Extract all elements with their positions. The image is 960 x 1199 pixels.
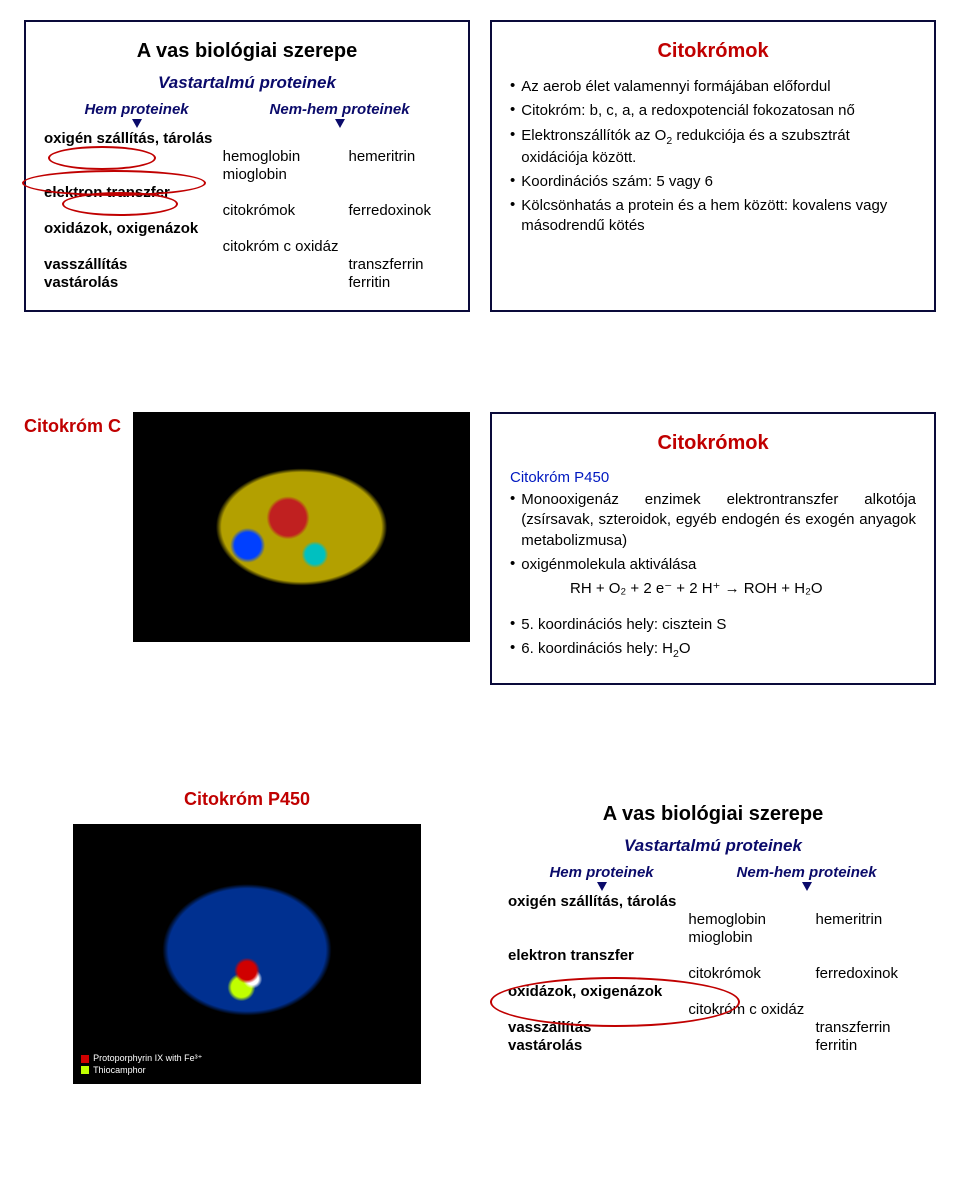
slide6-subtitle: Vastartalmú proteinek xyxy=(508,836,918,856)
ferritin: ferritin xyxy=(348,274,450,291)
protein-ribbon-icon xyxy=(167,435,437,619)
hemeritrin: hemeritrin xyxy=(815,911,918,928)
cat-elektron: elektron transzfer xyxy=(508,947,688,964)
slide4-b3: 5. koordinációs hely: cisztein S xyxy=(521,615,726,635)
legend-swatch-icon xyxy=(81,1055,89,1063)
slide2-title: Citokrómok xyxy=(510,40,916,63)
slide1-col-right: Nem-hem proteinek xyxy=(270,101,410,118)
slide6-title: A vas biológiai szerepe xyxy=(508,803,918,826)
hemeritrin: hemeritrin xyxy=(348,148,450,165)
slide2-b3: Elektronszállítók az O2 redukciója és a … xyxy=(521,126,916,168)
slide2-b2: Citokróm: b, c, a, a redoxpotenciál foko… xyxy=(521,101,855,121)
slide2-b1: Az aerob élet valamennyi formájában előf… xyxy=(521,77,830,97)
slide4-b4: 6. koordinációs hely: H2O xyxy=(521,639,690,661)
cat-oxidazok: oxidázok, oxigenázok xyxy=(508,983,688,1000)
cat-elektron: elektron transzfer xyxy=(44,184,223,201)
ferritin: ferritin xyxy=(815,1037,918,1054)
transzferrin: transzferrin xyxy=(348,256,450,273)
cat-vastarolas: vastárolás xyxy=(44,274,223,291)
slide5-caption2: Thiocamphor xyxy=(93,1065,146,1075)
citokrom-c-oxidaz: citokróm c oxidáz xyxy=(223,238,349,255)
mioglobin: mioglobin xyxy=(688,929,815,946)
slide4-b4-post: O xyxy=(679,640,691,657)
arrow-down-icon xyxy=(335,119,345,128)
legend-swatch-icon xyxy=(81,1066,89,1074)
slide1-title: A vas biológiai szerepe xyxy=(44,40,450,63)
slide4-b1: Monooxigenáz enzimek elektrontranszfer a… xyxy=(521,490,916,551)
slide5-caption1: Protoporphyrin IX with Fe³⁺ xyxy=(93,1053,202,1063)
arrow-down-icon xyxy=(132,119,142,128)
citokrom-p450-structure-image: Protoporphyrin IX with Fe³⁺ Thiocamphor xyxy=(73,824,421,1084)
slide-citokrom-c: Citokróm C xyxy=(24,412,470,685)
slide4-subhead: Citokróm P450 xyxy=(510,469,916,486)
slide5-title: Citokróm P450 xyxy=(73,789,421,810)
slide-vas-biologiai-2: A vas biológiai szerepe Vastartalmú prot… xyxy=(490,785,936,1084)
slide5-captions: Protoporphyrin IX with Fe³⁺ Thiocamphor xyxy=(81,1053,202,1076)
cat-oxidazok: oxidázok, oxigenázok xyxy=(44,220,223,237)
slide6-col-left: Hem proteinek xyxy=(549,864,653,881)
slide6-col-right: Nem-hem proteinek xyxy=(737,864,877,881)
slide-citokromok-2: Citokrómok Citokróm P450 Monooxigenáz en… xyxy=(490,412,936,685)
slide4-formula: RH + O₂ + 2 e⁻ + 2 H⁺ → ROH + H₂O xyxy=(570,579,916,597)
slide4-title: Citokrómok xyxy=(510,432,916,455)
slide6-protein-block: Hem proteinek Nem-hem proteinek oxigén s… xyxy=(508,864,918,1054)
slide-citokrom-p450-img: Citokróm P450 Protoporphyrin IX with Fe³… xyxy=(24,785,470,1084)
slide1-protein-block: Hem proteinek Nem-hem proteinek oxigén s… xyxy=(44,101,450,291)
cat-vasszallitas: vasszállítás xyxy=(508,1019,688,1036)
mioglobin: mioglobin xyxy=(223,166,349,183)
transzferrin: transzferrin xyxy=(815,1019,918,1036)
citokrom-c-structure-image xyxy=(133,412,470,642)
slide1-col-left: Hem proteinek xyxy=(84,101,188,118)
slide-vas-biologiai-1: A vas biológiai szerepe Vastartalmú prot… xyxy=(24,20,470,312)
ferredoxinok: ferredoxinok xyxy=(348,202,450,219)
arrow-down-icon xyxy=(597,882,607,891)
slide1-subtitle: Vastartalmú proteinek xyxy=(44,73,450,93)
cat-oxigen: oxigén szállítás, tárolás xyxy=(508,893,688,910)
protein-helix-icon xyxy=(108,850,386,1058)
citokromok: citokrómok xyxy=(223,202,349,219)
citokrom-c-oxidaz: citokróm c oxidáz xyxy=(688,1001,815,1018)
slide2-b3-pre: Elektronszállítók az O xyxy=(521,127,666,144)
slide4-b2: oxigénmolekula aktiválása xyxy=(521,555,696,575)
slide2-b4: Koordinációs szám: 5 vagy 6 xyxy=(521,172,713,192)
cat-oxigen: oxigén szállítás, tárolás xyxy=(44,130,223,147)
slide3-side-label: Citokróm C xyxy=(24,416,121,437)
cat-vastarolas: vastárolás xyxy=(508,1037,688,1054)
citokromok: citokrómok xyxy=(688,965,815,982)
ferredoxinok: ferredoxinok xyxy=(815,965,918,982)
slide1-col-headers: Hem proteinek Nem-hem proteinek xyxy=(44,101,450,128)
arrow-down-icon xyxy=(802,882,812,891)
cat-vasszallitas: vasszállítás xyxy=(44,256,223,273)
hemoglobin: hemoglobin xyxy=(223,148,349,165)
hemoglobin: hemoglobin xyxy=(688,911,815,928)
slide4-b4-pre: 6. koordinációs hely: H xyxy=(521,640,673,657)
slide2-b5: Kölcsönhatás a protein és a hem között: … xyxy=(521,196,916,237)
slide6-col-headers: Hem proteinek Nem-hem proteinek xyxy=(508,864,918,891)
slide-citokromok-1: Citokrómok Az aerob élet valamennyi form… xyxy=(490,20,936,312)
